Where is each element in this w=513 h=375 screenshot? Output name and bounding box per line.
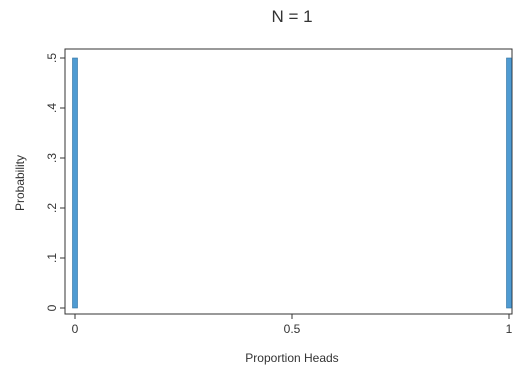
x-axis: 0 0.5 1 <box>72 314 513 336</box>
x-tick-label: 0 <box>72 322 79 336</box>
plot-frame <box>64 48 513 315</box>
chart-title: N = 1 <box>271 7 312 26</box>
x-axis-label: Proportion Heads <box>245 351 338 365</box>
y-axis: 0 .1 .2 .3 .4 .5 <box>45 53 65 311</box>
y-tick-label: 0 <box>45 304 59 311</box>
y-tick-label: .1 <box>45 253 59 263</box>
x-tick-label: 1 <box>506 322 513 336</box>
bar <box>506 57 512 309</box>
y-tick-label: .4 <box>45 103 59 113</box>
bar <box>72 57 78 309</box>
y-tick-label: .3 <box>45 153 59 163</box>
bars <box>72 57 512 309</box>
y-tick-label: .2 <box>45 203 59 213</box>
y-tick-label: .5 <box>45 53 59 63</box>
y-axis-label: Probability <box>13 155 27 211</box>
x-tick-label: 0.5 <box>284 322 301 336</box>
